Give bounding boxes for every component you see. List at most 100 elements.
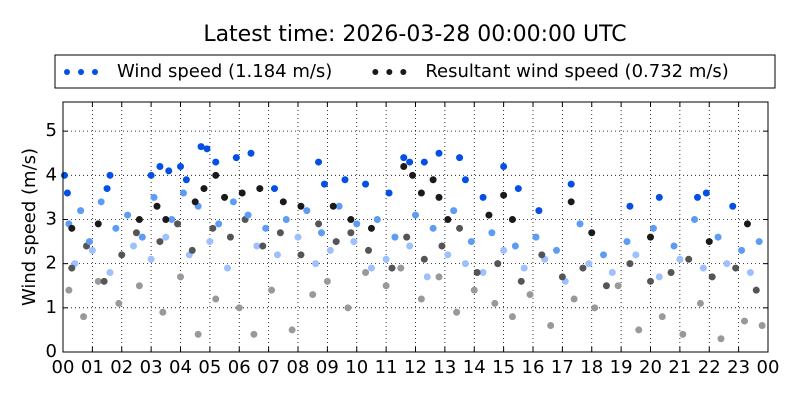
data-point [365, 246, 372, 254]
data-point [667, 268, 675, 276]
y-tick-label: 1 [46, 297, 57, 318]
data-point [470, 286, 478, 294]
data-point [238, 189, 246, 197]
data-point [579, 264, 587, 272]
data-point [347, 229, 355, 237]
data-point [655, 273, 663, 281]
data-point [253, 242, 261, 250]
data-point [276, 229, 284, 237]
data-point [344, 304, 352, 312]
data-point [547, 321, 555, 329]
data-point [494, 260, 502, 268]
data-point [532, 233, 540, 241]
data-point [177, 162, 184, 170]
data-point [614, 282, 622, 290]
data-point [294, 233, 302, 241]
x-tick-label: 09 [316, 357, 339, 378]
data-point [159, 308, 167, 316]
data-point [367, 224, 375, 232]
data-point [517, 277, 525, 285]
y-tick-label: 5 [46, 120, 57, 141]
data-point [262, 224, 270, 232]
data-point [608, 268, 616, 276]
data-point [400, 162, 408, 170]
data-point [94, 277, 102, 285]
data-point [212, 171, 220, 179]
data-point [229, 198, 237, 206]
x-tick-label: 04 [169, 357, 192, 378]
data-point [403, 233, 411, 241]
data-point [309, 291, 317, 299]
data-point [244, 211, 252, 219]
data-point [658, 313, 666, 321]
data-point [153, 202, 161, 210]
data-point [130, 242, 137, 250]
data-point [106, 171, 114, 179]
data-point [197, 143, 205, 151]
data-point [626, 202, 634, 210]
data-point [491, 299, 499, 307]
x-tick-label: 17 [551, 357, 574, 378]
data-point [385, 189, 393, 197]
x-tick-label: 07 [257, 357, 280, 378]
data-point [221, 193, 229, 201]
data-point [456, 224, 464, 232]
data-point [94, 220, 102, 228]
data-point [444, 215, 452, 223]
data-point [576, 220, 584, 228]
legend-label: Wind speed (1.184 m/s) [117, 61, 332, 82]
data-point [97, 198, 105, 206]
data-point [535, 207, 543, 215]
data-point [526, 291, 534, 299]
data-point [435, 149, 443, 157]
data-point [209, 224, 217, 232]
data-point [732, 264, 740, 272]
data-point [500, 191, 508, 199]
data-point [647, 277, 654, 285]
data-point [406, 158, 414, 166]
data-point [194, 330, 202, 338]
data-point [600, 251, 607, 259]
data-point [297, 251, 305, 259]
data-point [100, 277, 108, 285]
data-point [191, 198, 199, 206]
data-point [215, 220, 223, 228]
data-point [112, 224, 120, 232]
data-point [461, 260, 469, 268]
x-tick-label: 20 [639, 357, 662, 378]
data-point [335, 202, 343, 210]
data-point [417, 189, 425, 197]
data-point [538, 251, 546, 259]
data-point [177, 273, 184, 281]
data-point [420, 255, 428, 263]
data-point [702, 189, 710, 197]
legend-label: Resultant wind speed (0.732 m/s) [425, 61, 729, 82]
data-point [705, 238, 713, 246]
data-point [297, 202, 305, 210]
data-point [147, 255, 155, 263]
data-point [685, 255, 693, 263]
y-tick-label: 2 [46, 253, 57, 274]
x-tick-label: 03 [140, 357, 163, 378]
data-point [282, 215, 290, 223]
data-point [271, 185, 278, 193]
x-tick-label: 11 [375, 357, 398, 378]
data-point [135, 215, 143, 223]
data-point [391, 233, 399, 241]
data-point [676, 255, 684, 263]
data-point [138, 233, 146, 241]
data-point [115, 299, 123, 307]
data-point [85, 238, 93, 246]
data-point [156, 238, 164, 246]
data-point [88, 246, 96, 254]
data-point [409, 171, 417, 179]
data-point [226, 233, 234, 241]
data-point [320, 180, 328, 188]
data-point [567, 180, 575, 188]
data-point [647, 233, 654, 241]
data-point [456, 154, 464, 162]
data-point [479, 193, 487, 201]
data-point [203, 145, 211, 153]
data-point [353, 220, 361, 228]
data-point [68, 224, 76, 232]
